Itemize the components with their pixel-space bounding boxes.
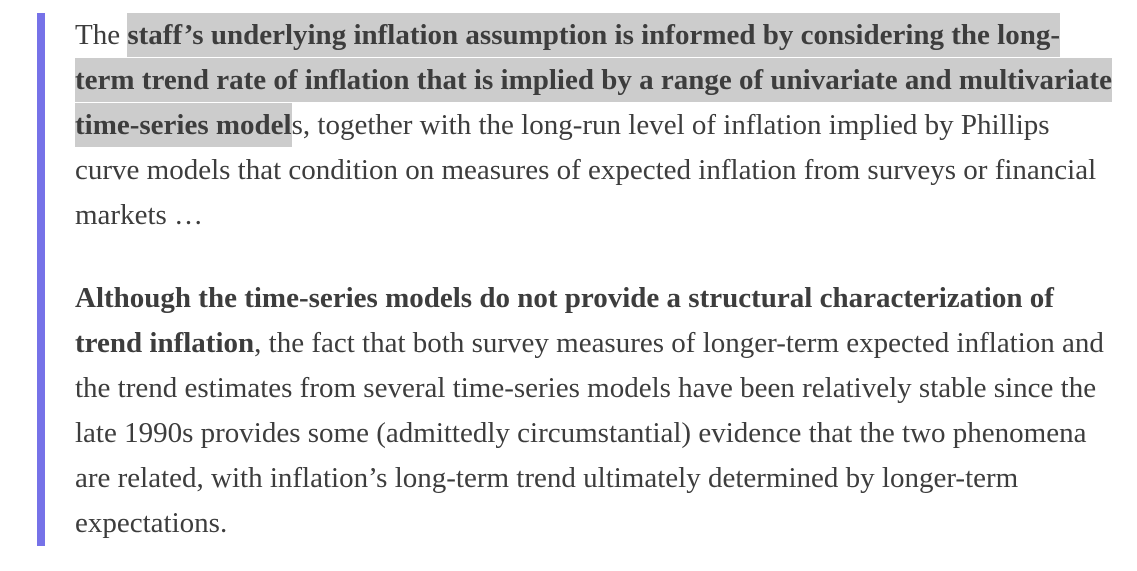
text-run-normal: , the fact that both survey measures of … <box>75 327 1104 539</box>
text-run-normal: s, together with the long-run level of i… <box>75 109 1097 231</box>
quote-content: The staff’s underlying inflation assumpt… <box>75 13 1115 546</box>
quote-paragraph-2: Although the time-series models do not p… <box>75 276 1115 546</box>
quote-paragraph-1: The staff’s underlying inflation assumpt… <box>75 13 1115 238</box>
text-run-bold: Although the time-series models do not p… <box>75 282 1054 359</box>
document-page: The staff’s underlying inflation assumpt… <box>0 13 1137 546</box>
quote-accent-bar <box>37 13 45 546</box>
blockquote: The staff’s underlying inflation assumpt… <box>37 13 1137 546</box>
text-run-normal: The <box>75 19 128 51</box>
